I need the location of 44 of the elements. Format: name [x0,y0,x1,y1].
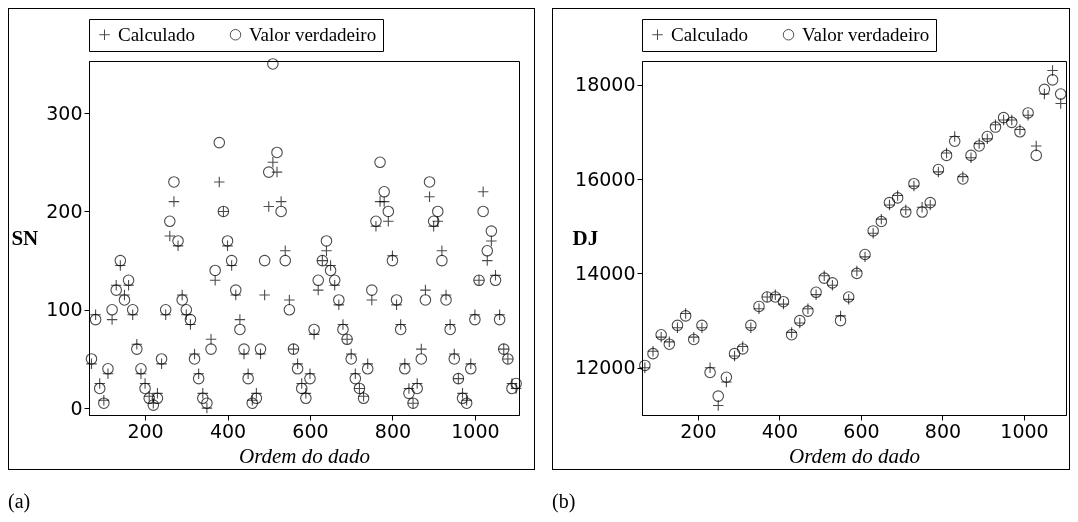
point [1038,88,1051,100]
x-tick-label: 1000 [1000,419,1049,442]
point [1054,88,1067,100]
point [916,201,928,214]
point [916,206,928,218]
y-tick-label: 14000 [575,261,636,284]
point [1038,83,1051,96]
x-tick-label: 600 [843,419,880,442]
y-tick-label: 100 [46,298,83,321]
x-tick-label: 800 [374,419,412,442]
point [1030,140,1043,152]
x-tick-label: 200 [680,419,717,442]
y-axis-title: DJ [572,225,599,250]
x-tick-label: 1000 [451,419,500,442]
point [1030,149,1043,162]
y-tick-label: 200 [46,199,83,222]
legend-label: Valor verdadeiro [249,23,377,45]
y-tick-label: 12000 [575,356,636,379]
y-tick-label: 16000 [575,167,636,190]
point [720,376,733,388]
point [704,366,716,379]
x-tick-label: 800 [924,419,962,442]
point [720,371,733,384]
x-tick-label: 600 [292,419,329,442]
point [948,135,961,148]
point [712,390,725,402]
point [834,310,847,322]
y-axis-title: SN [11,225,39,250]
x-axis-title: Ordem do dado [788,443,921,468]
point [1046,74,1059,86]
text: (a) [8,490,31,513]
point [834,314,847,327]
legend-label: Valor verdadeiro [802,23,930,45]
y-tick-label: 0 [70,396,83,419]
x-axis-title: Ordem do dado [238,443,371,468]
point [704,362,716,374]
x-tick-label: 200 [127,419,164,442]
legend-label: Calculado [671,23,749,45]
y-tick-label: 300 [46,101,83,124]
x-tick-label: 400 [209,419,247,442]
y-tick-label: 18000 [575,73,636,96]
text: (b) [552,490,576,513]
x-tick-label: 400 [761,419,799,442]
legend-label: Calculado [118,23,196,45]
